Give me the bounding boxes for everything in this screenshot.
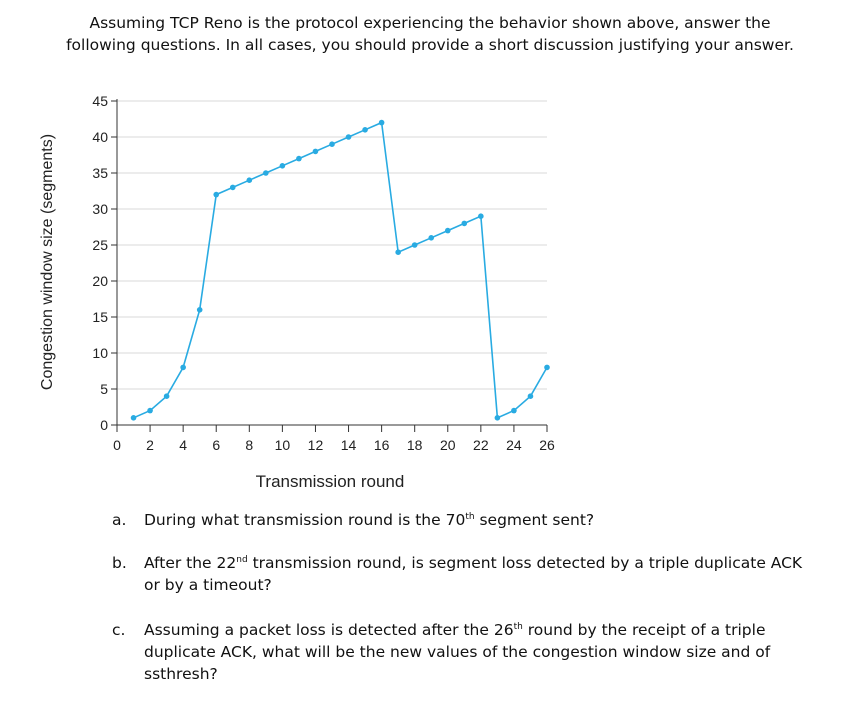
- x-tick-label: 10: [275, 437, 291, 453]
- y-tick-label: 40: [92, 129, 108, 145]
- data-point: [213, 191, 220, 198]
- x-tick-label: 16: [374, 437, 390, 453]
- data-point: [345, 134, 352, 140]
- question-text: During what transmission round is the 70: [144, 511, 466, 529]
- data-point: [478, 213, 484, 219]
- y-tick-label: 0: [100, 417, 108, 433]
- x-tick-label: 20: [440, 437, 456, 453]
- data-point: [494, 415, 501, 421]
- x-tick-label: 26: [539, 437, 555, 453]
- data-point: [163, 393, 170, 400]
- y-tick-label: 45: [92, 93, 108, 109]
- x-tick-label: 24: [506, 437, 522, 453]
- data-point: [428, 235, 435, 241]
- data-point: [196, 307, 203, 313]
- ordinal-suffix: th: [513, 621, 523, 632]
- x-tick-label: 22: [473, 437, 489, 453]
- question-text: After the 22: [144, 554, 237, 572]
- x-tick-label: 6: [212, 437, 220, 453]
- x-tick-label: 8: [245, 437, 253, 453]
- data-point: [279, 163, 286, 169]
- data-point: [411, 242, 418, 248]
- data-point: [444, 227, 451, 234]
- series-line: [133, 121, 548, 419]
- x-tick-labels: 0 2 4 6 8 10 12 14 16 18 20 22 24 26: [113, 437, 555, 453]
- grid-lines: [117, 100, 547, 390]
- data-point: [461, 220, 468, 227]
- x-tick-label: 14: [341, 437, 357, 453]
- axes: [111, 99, 548, 432]
- y-tick-label: 30: [92, 201, 108, 217]
- x-axis-label: Transmission round: [256, 472, 405, 491]
- question-text: transmission round, is segment loss dete…: [144, 554, 803, 594]
- x-tick-label: 12: [308, 437, 324, 453]
- x-tick-label: 4: [179, 437, 187, 453]
- data-point: [511, 407, 517, 414]
- data-point: [544, 364, 550, 371]
- data-point: [329, 141, 335, 147]
- data-point: [527, 393, 534, 400]
- intro-text: Assuming TCP Reno is the protocol experi…: [66, 14, 794, 54]
- x-tick-label: 18: [407, 437, 423, 453]
- question-text: round by the receipt of a triple duplica…: [144, 621, 771, 683]
- ordinal-suffix: th: [465, 511, 475, 522]
- data-point: [378, 119, 385, 126]
- y-tick-labels: 0 5 10 15 20 25 30 35 40 45: [92, 93, 108, 433]
- data-point: [229, 184, 236, 191]
- question-text: segment sent?: [474, 511, 595, 529]
- y-tick-label: 10: [92, 345, 108, 361]
- y-tick-label: 5: [100, 381, 108, 397]
- y-axis-label: Congestion window size (segments): [39, 134, 56, 390]
- y-tick-label: 15: [92, 309, 108, 325]
- question-text: Assuming a packet loss is detected after…: [144, 621, 514, 639]
- data-point: [263, 170, 269, 176]
- data-point: [130, 415, 137, 421]
- series-line-path: [133, 121, 548, 419]
- data-point: [395, 249, 401, 255]
- x-tick-label: 2: [146, 437, 154, 453]
- data-point: [362, 127, 368, 133]
- ordinal-suffix: nd: [236, 554, 248, 565]
- series-points: [130, 119, 550, 421]
- data-point: [296, 155, 302, 162]
- x-tick-label: 0: [113, 437, 121, 453]
- data-point: [312, 148, 319, 155]
- data-point: [147, 407, 153, 414]
- question-letter: b.: [112, 554, 127, 572]
- y-tick-label: 35: [92, 165, 108, 181]
- y-tick-label: 20: [92, 273, 108, 289]
- data-point: [246, 177, 253, 183]
- y-tick-label: 25: [92, 237, 108, 253]
- question-letter: a.: [112, 511, 127, 529]
- question-letter: c.: [112, 621, 126, 639]
- data-point: [180, 364, 186, 371]
